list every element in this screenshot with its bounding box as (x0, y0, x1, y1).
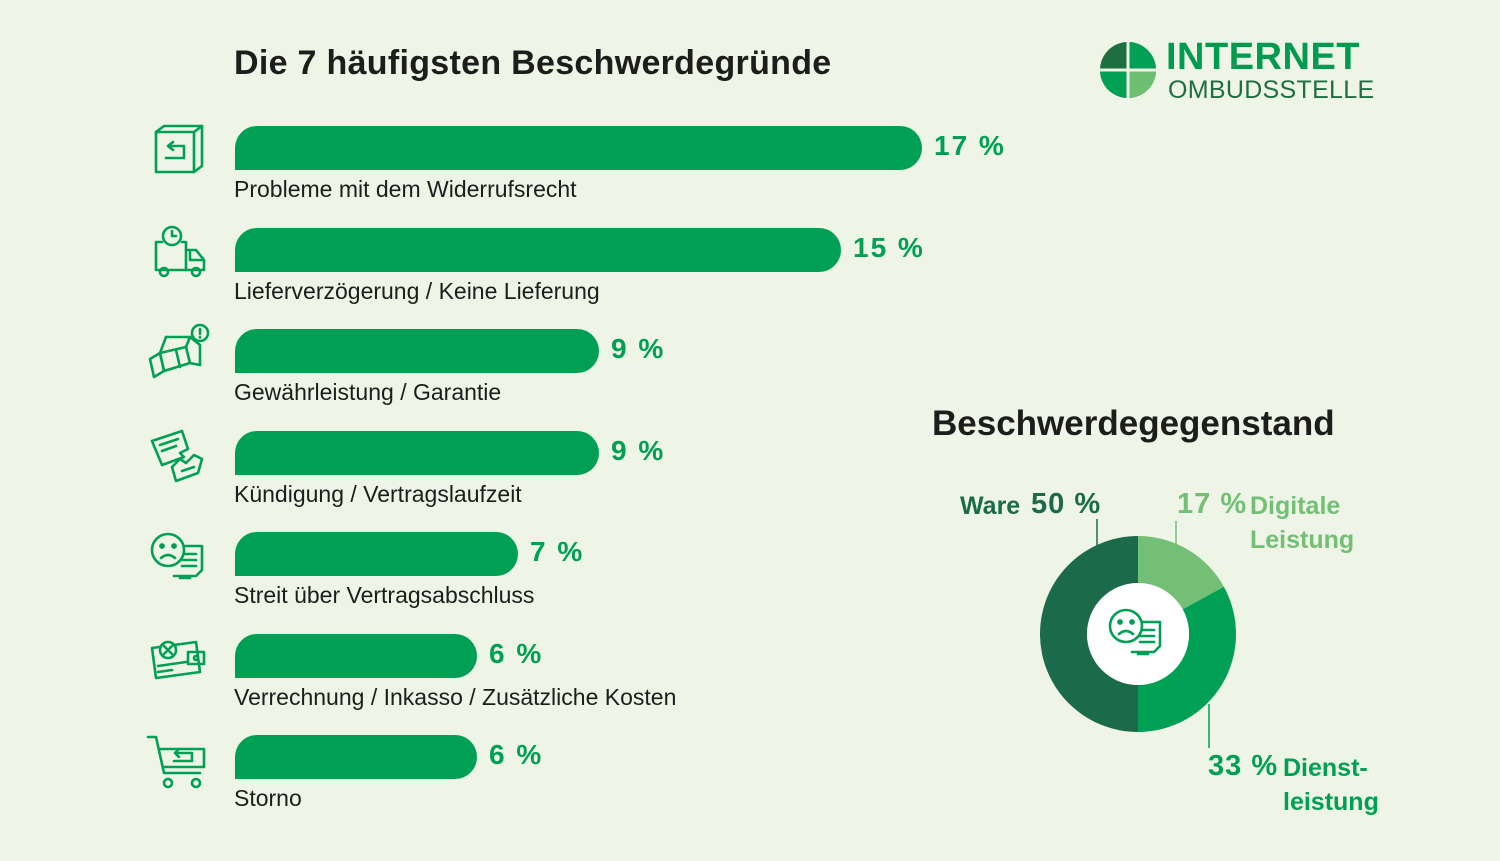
dispute-face-icon (1104, 602, 1168, 666)
bar-row: 6 % Storno (0, 735, 1100, 831)
bar-value-label: 6 % (489, 739, 544, 770)
donut-slice-ware (1040, 536, 1138, 732)
bar-value-label: 9 % (611, 434, 666, 466)
donut-pct-ware: 50 % (1031, 488, 1102, 520)
bar-value-label: 17 % (934, 130, 1006, 161)
bar (235, 735, 477, 779)
bar (235, 430, 599, 475)
donut-label-ware: Ware (960, 492, 1021, 520)
bar (235, 532, 518, 576)
bar-value-label: 15 % (853, 231, 925, 263)
cart-return-icon (146, 729, 210, 793)
bar-category-label: Kündigung / Vertragslaufzeit (234, 480, 522, 507)
logo-text-ombudsstelle: OMBUDSSTELLE (1168, 76, 1375, 104)
bar (235, 126, 922, 170)
bar-category-label: Lieferverzögerung / Keine Lieferung (234, 277, 600, 304)
bar-category-label: Verrechnung / Inkasso / Zusätzliche Kost… (234, 683, 677, 710)
bar-row: 7 % Streit über Vertragsabschluss (0, 532, 1100, 628)
donut-label-digital-1: Digitale (1250, 492, 1341, 520)
bar-category-label: Probleme mit dem Widerrufsrecht (234, 176, 577, 202)
bar-row: 15 % Lieferverzögerung / Keine Lieferung (0, 225, 1100, 324)
donut-label-dienst-1: Dienst- (1283, 754, 1368, 782)
donut-slice-dienstleistung (1138, 586, 1236, 732)
cancellation-document-icon (146, 425, 210, 489)
donut-label-digital-2: Leistung (1250, 526, 1355, 554)
bar-category-label: Streit über Vertragsabschluss (234, 582, 535, 608)
logo-text-internet: INTERNET (1166, 36, 1360, 78)
bar-value-label: 9 % (611, 333, 666, 364)
chart-title: Die 7 häufigsten Beschwerdegründe (234, 44, 832, 82)
invoice-card-icon (146, 628, 210, 692)
bar-value-label: 6 % (489, 637, 544, 669)
logo-mark-icon (1099, 41, 1157, 99)
bar-row: 9 % Gewährleistung / Garantie (0, 323, 1100, 425)
return-box-icon (146, 120, 210, 184)
bar (235, 633, 477, 678)
bar (235, 329, 599, 373)
donut-slice-digitale-leistung (1138, 536, 1224, 610)
bar-category-label: Gewährleistung / Garantie (234, 379, 502, 405)
internet-ombudsstelle-logo[interactable]: INTERNET OMBUDSSTELLE (1098, 36, 1388, 104)
bar-category-label: Storno (234, 785, 302, 811)
donut-pct-dienstleistung: 33 % (1208, 750, 1279, 782)
bar-row: 6 % Verrechnung / Inkasso / Zusätzliche K… (0, 633, 1100, 730)
donut-title: Beschwerdegegenstand (932, 404, 1335, 443)
donut-label-dienst-2: leistung (1283, 788, 1379, 816)
donut-pct-digital: 17 % (1177, 488, 1248, 520)
bar-row: 17 % Probleme mit dem Widerrufsrecht (0, 124, 1100, 222)
dispute-face-icon (146, 526, 210, 590)
bar-row: 9 % Kündigung / Vertragslaufzeit (0, 429, 1100, 527)
delivery-truck-clock-icon (146, 222, 210, 286)
warranty-package-icon (146, 323, 210, 387)
bar-value-label: 7 % (530, 536, 585, 567)
bar (235, 227, 841, 272)
